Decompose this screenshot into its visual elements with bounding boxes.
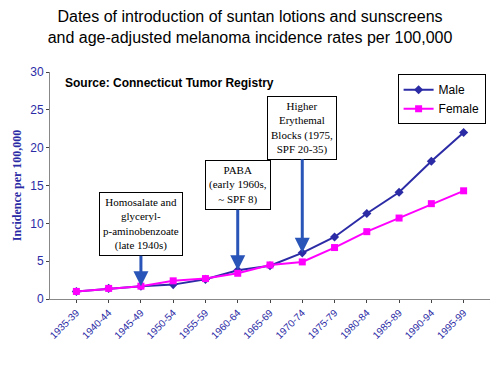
svg-text:Source: Connecticut Tumor Regi: Source: Connecticut Tumor Registry [65,76,274,90]
svg-text:30: 30 [30,65,44,79]
svg-text:1975-79: 1975-79 [306,307,340,341]
svg-text:PABA(early 1960s,~ SPF 8): PABA(early 1960s,~ SPF 8) [209,164,267,206]
svg-text:1985-89: 1985-89 [370,307,404,341]
svg-text:Female: Female [439,102,479,116]
svg-text:1990-94: 1990-94 [403,307,437,341]
svg-text:1935-39: 1935-39 [48,307,82,341]
svg-text:25: 25 [30,103,44,117]
svg-text:1955-59: 1955-59 [177,307,211,341]
svg-text:1940-44: 1940-44 [80,307,114,341]
svg-text:20: 20 [30,141,44,155]
svg-text:1945-49: 1945-49 [112,307,146,341]
svg-text:HigherErythemalBlocks (1975,SP: HigherErythemalBlocks (1975,SPF 20-35) [271,100,333,156]
svg-text:1980-84: 1980-84 [338,307,372,341]
svg-text:1970-74: 1970-74 [273,307,307,341]
svg-text:Homosalate andglyceryl-p-amino: Homosalate andglyceryl-p-aminobenzoate(l… [103,196,179,252]
svg-text:1965-69: 1965-69 [241,307,275,341]
svg-text:1950-54: 1950-54 [144,307,178,341]
svg-text:5: 5 [37,254,44,268]
svg-text:0: 0 [37,292,44,306]
svg-text:1960-64: 1960-64 [209,307,243,341]
svg-text:Male: Male [439,83,465,97]
svg-text:10: 10 [30,217,44,231]
svg-text:Incidence per 100,000: Incidence per 100,000 [10,130,24,241]
svg-text:15: 15 [30,179,44,193]
svg-text:1995-99: 1995-99 [435,307,469,341]
svg-text:Dates of introduction of sunta: Dates of introduction of suntan lotions … [48,8,453,46]
